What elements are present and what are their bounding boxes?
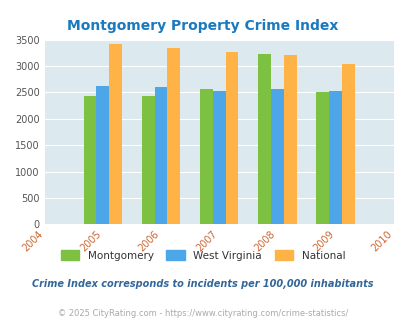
Bar [109,44,122,224]
Bar [283,55,296,224]
Bar [258,54,271,224]
Text: Montgomery Property Crime Index: Montgomery Property Crime Index [67,19,338,33]
Bar [271,89,283,224]
Bar [315,92,328,224]
Bar [200,89,212,224]
Bar [167,48,180,224]
Bar [141,96,154,224]
Bar [212,91,225,224]
Bar [341,64,354,224]
Bar [225,52,238,224]
Bar [83,96,96,224]
Bar [96,85,109,224]
Legend: Montgomery, West Virginia, National: Montgomery, West Virginia, National [56,246,349,265]
Bar [328,91,341,224]
Text: © 2025 CityRating.com - https://www.cityrating.com/crime-statistics/: © 2025 CityRating.com - https://www.city… [58,309,347,318]
Text: Crime Index corresponds to incidents per 100,000 inhabitants: Crime Index corresponds to incidents per… [32,279,373,289]
Bar [154,86,167,224]
